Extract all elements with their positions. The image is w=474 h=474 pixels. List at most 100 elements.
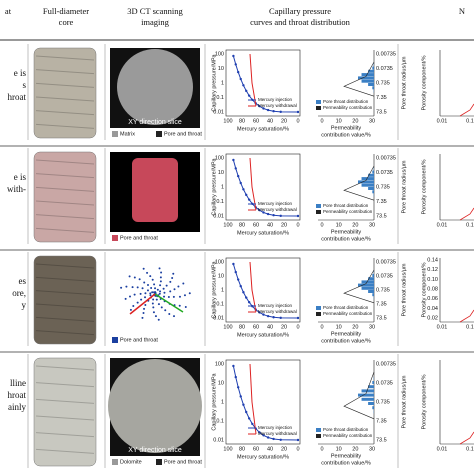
- core-texture: [35, 365, 95, 371]
- dist-x-tick: 20: [352, 446, 358, 452]
- cap-x-tick: 80: [239, 446, 245, 452]
- ct-pore: [153, 291, 156, 294]
- ct-pore: [142, 312, 145, 315]
- cap-axes: [225, 359, 301, 445]
- dist-legend-swatch: [316, 306, 321, 310]
- ct-pore: [128, 275, 131, 278]
- injection-point: [234, 167, 237, 170]
- core-texture: [35, 186, 95, 192]
- ct-pore: [132, 305, 135, 308]
- dist-bar: [358, 283, 374, 287]
- dist-bar: [368, 69, 374, 73]
- description: ore,: [12, 288, 26, 298]
- cap-y-tick: 0.01: [213, 315, 224, 321]
- injection-point: [266, 108, 270, 112]
- ct-pore: [151, 278, 154, 281]
- porosity-label: Porosity component/%: [421, 159, 427, 214]
- injection-point: [279, 214, 282, 218]
- dist-bar: [372, 406, 374, 410]
- ct-pore: [152, 311, 155, 314]
- dist-legend-label: Pore throat distribution: [323, 203, 369, 208]
- cap-x-label: Mercury saturation/%: [237, 230, 289, 236]
- injection-point: [258, 104, 261, 108]
- ct-pore: [136, 301, 139, 304]
- injection-point: [242, 291, 245, 294]
- core-texture: [35, 330, 95, 336]
- ct-pore: [159, 290, 162, 293]
- injection-point: [236, 70, 240, 74]
- cap-y-tick: 100: [215, 51, 224, 57]
- ct-legend-label: Pore and throat: [120, 337, 158, 343]
- cap-y-tick: 10: [218, 170, 224, 176]
- header-text: Full-diameter: [43, 6, 89, 16]
- ct-pore: [172, 315, 175, 318]
- cap-y-tick: 10: [218, 380, 224, 386]
- dist-legend-swatch: [316, 210, 321, 214]
- description: with-: [7, 184, 26, 194]
- cap-x-tick: 80: [239, 222, 245, 228]
- withdrawal-curve: [249, 157, 257, 211]
- por-y-tick: 0.14: [427, 257, 438, 263]
- dist-bar: [372, 293, 374, 297]
- dist-legend-swatch: [316, 428, 321, 432]
- ct-pore: [133, 276, 136, 279]
- dist-bar: [368, 173, 374, 177]
- ct-pore: [183, 294, 186, 297]
- ct-slice: [117, 49, 193, 125]
- porosity-label: Porosity component/%: [421, 262, 427, 317]
- cap-x-tick: 100: [223, 324, 232, 330]
- cap-legend-label: Mercury withdrawal: [258, 103, 297, 108]
- core-texture: [35, 448, 95, 454]
- ct-pore: [163, 295, 166, 298]
- cap-x-tick: 40: [267, 446, 273, 452]
- porosity-label: Porosity component/%: [421, 55, 427, 110]
- perm-curve: [343, 371, 375, 420]
- por-curve: [459, 207, 474, 221]
- cap-y-tick: 0.01: [213, 437, 224, 443]
- injection-point: [232, 262, 235, 266]
- ct-pore: [151, 291, 154, 294]
- dist-x-label: contribution value/%: [321, 460, 371, 466]
- dist-bar: [361, 73, 374, 77]
- core-texture: [35, 276, 95, 282]
- ct-legend-label: Matrix: [120, 131, 135, 137]
- por-curve: [459, 309, 474, 323]
- ct-title: XY direction slice: [128, 447, 182, 454]
- dist-x-tick: 0: [320, 118, 323, 124]
- ct-legend-label: Pore and throat: [120, 235, 158, 241]
- por-x-tick: 0.01: [437, 222, 448, 228]
- ct-pore: [124, 297, 127, 300]
- ct-pore: [144, 303, 147, 306]
- dist-x-label: contribution value/%: [321, 338, 371, 344]
- ct-pore: [154, 287, 157, 290]
- ct-legend-label: Pore and throat: [164, 459, 202, 465]
- description: ainly: [8, 402, 26, 412]
- cap-legend-label: Mercury injection: [258, 97, 293, 102]
- radius-tick: 7.35: [376, 301, 387, 307]
- injection-point: [247, 198, 251, 201]
- dist-legend-label: Pore throat distribution: [323, 427, 369, 432]
- por-curve: [459, 103, 474, 117]
- radius-tick: 7.35: [376, 418, 387, 424]
- ct-axis: [129, 293, 156, 315]
- cap-y-tick: 1: [221, 399, 224, 405]
- injection-point: [262, 211, 265, 214]
- ct-pore: [163, 291, 166, 294]
- por-x-tick: 0.01: [437, 446, 448, 452]
- dist-legend-swatch: [316, 434, 321, 438]
- cap-x-tick: 60: [253, 118, 259, 124]
- dist-bar: [368, 385, 374, 389]
- header-text: imaging: [141, 17, 170, 27]
- dist-bar: [368, 187, 374, 190]
- ct-pore: [149, 275, 152, 278]
- ct-pore: [129, 308, 132, 311]
- cap-x-label: Mercury saturation/%: [237, 126, 289, 132]
- perm-curve: [343, 165, 375, 201]
- dist-x-tick: 10: [336, 324, 342, 330]
- ct-pore: [150, 287, 153, 290]
- radius-tick: 0.0735: [376, 273, 393, 279]
- ct-pore: [173, 288, 176, 291]
- cap-y-tick: 1: [221, 184, 224, 190]
- cap-x-tick: 100: [223, 118, 232, 124]
- injection-point: [247, 417, 251, 420]
